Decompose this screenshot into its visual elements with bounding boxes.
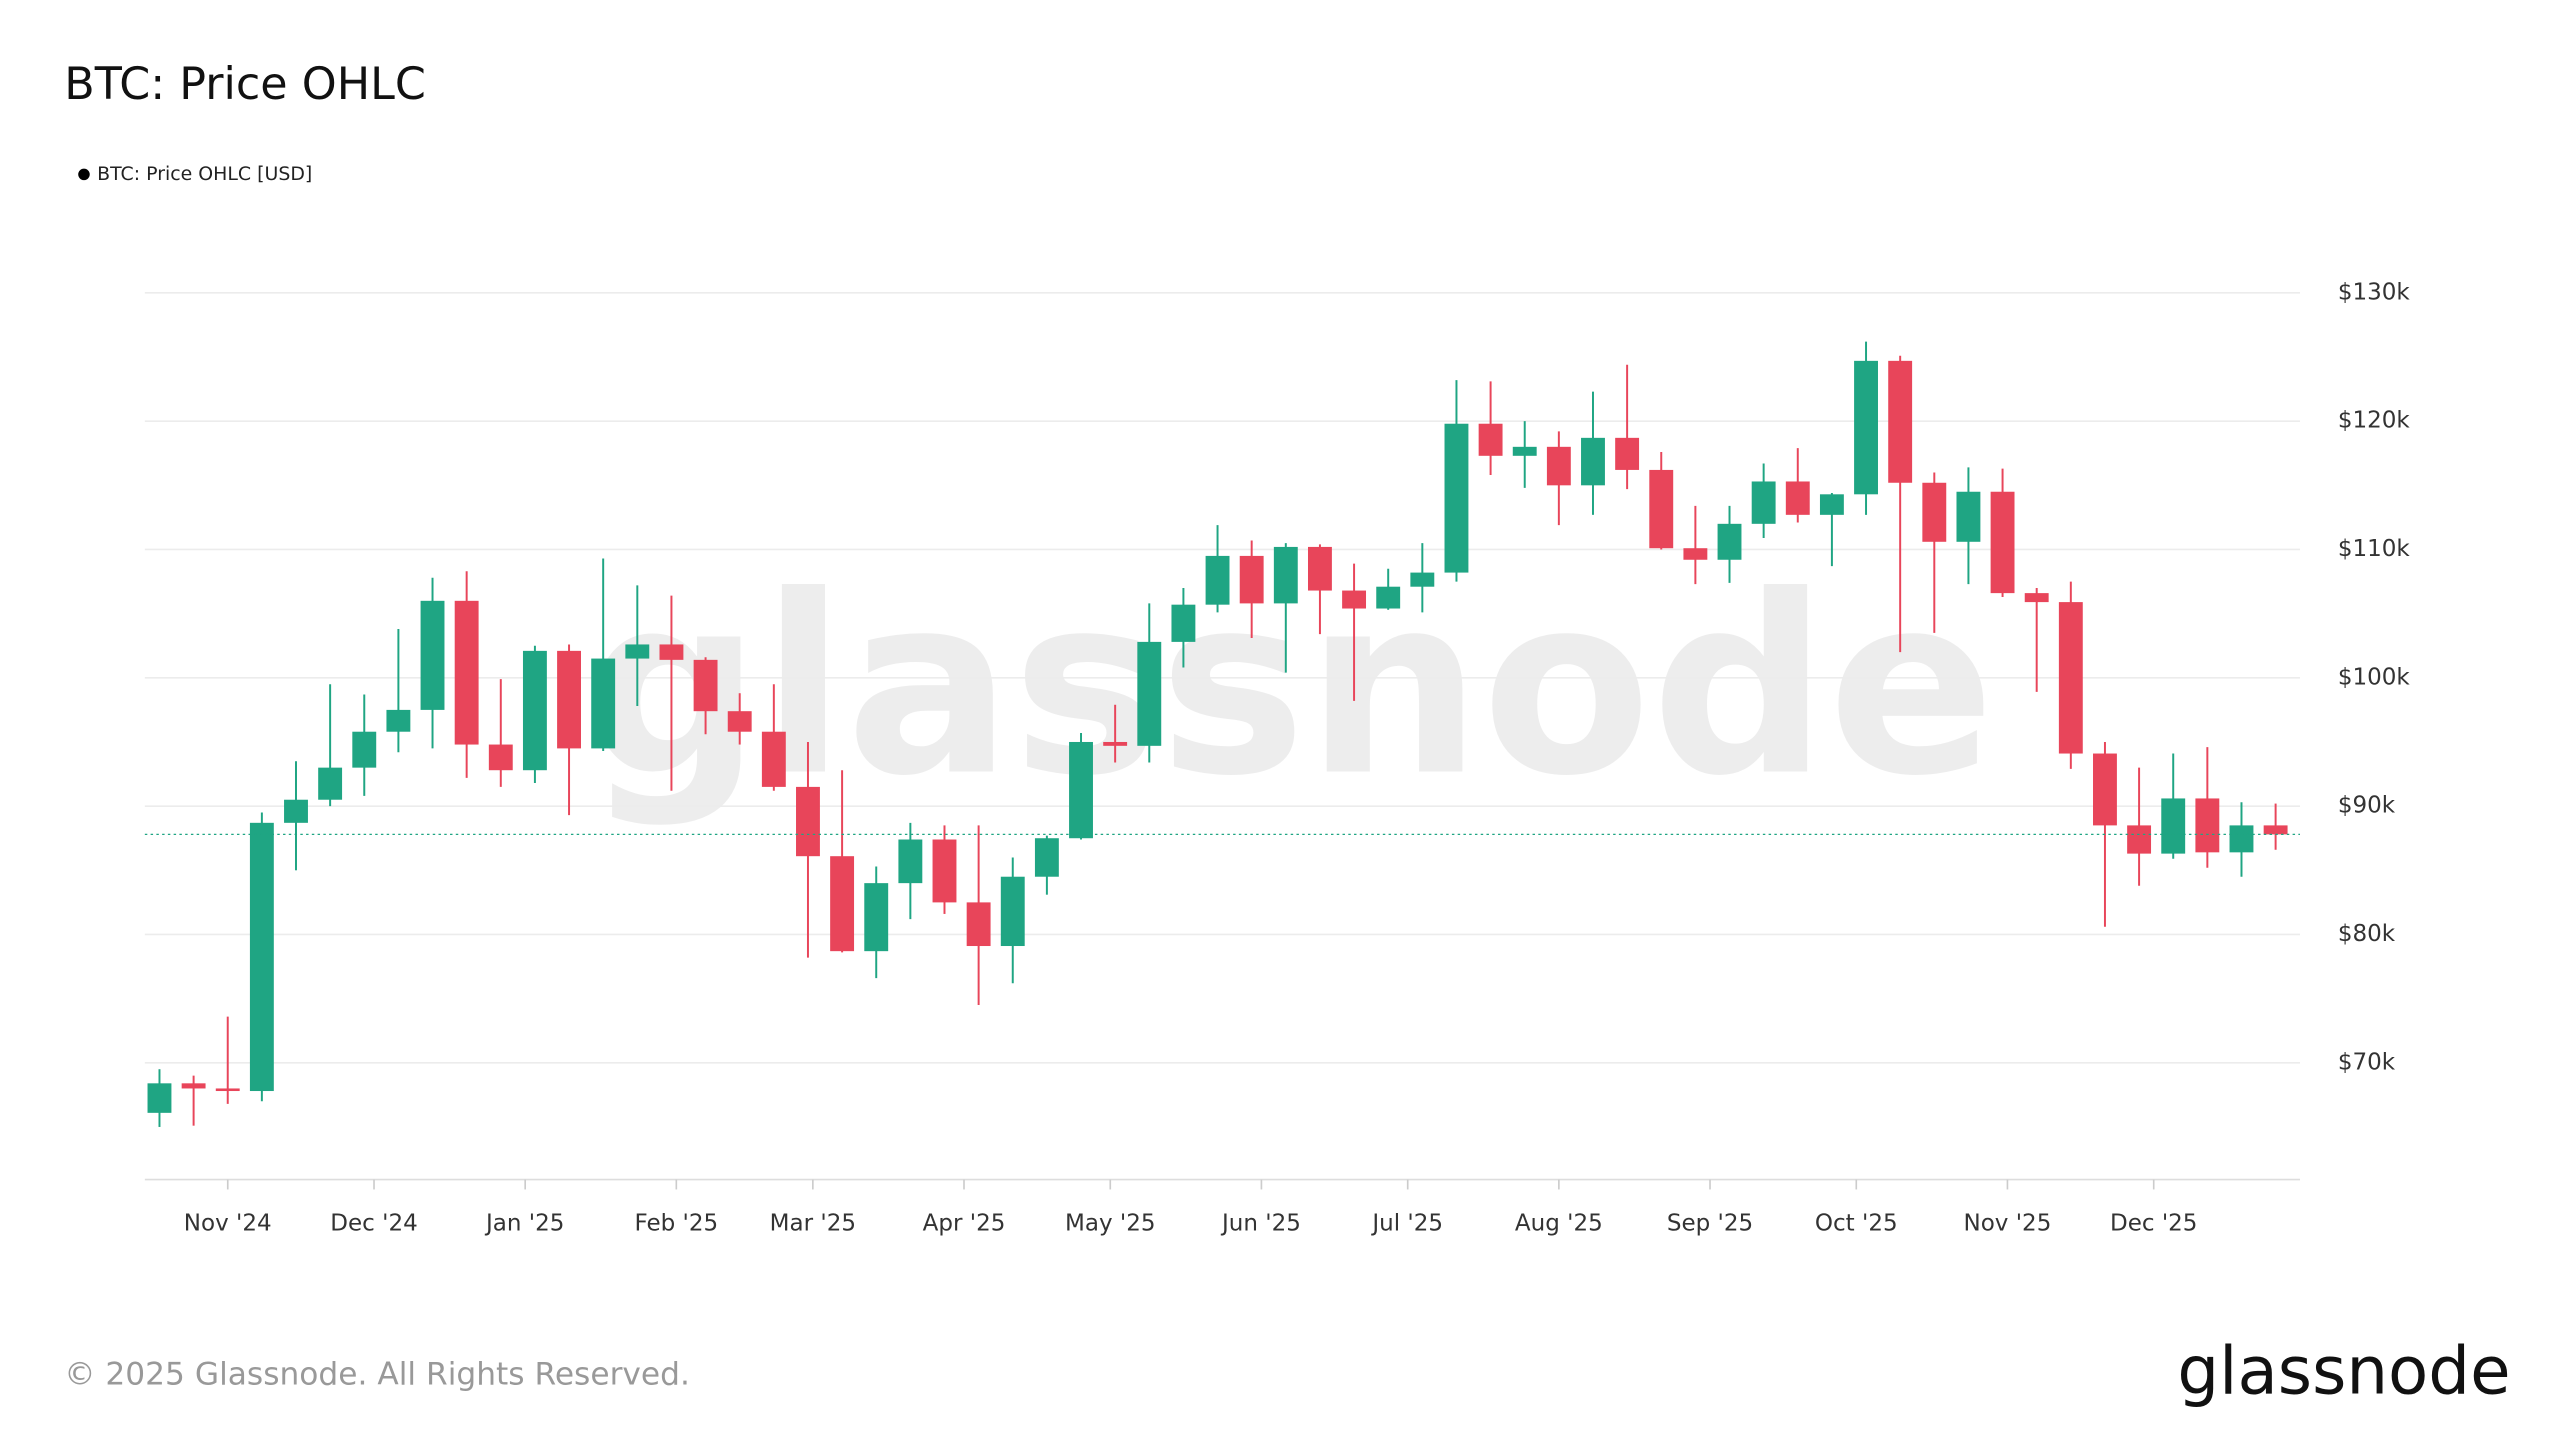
candle-body: [2058, 602, 2083, 754]
candle-body: [625, 644, 650, 659]
candle-body: [1922, 482, 1947, 542]
candle-body: [1205, 555, 1230, 605]
x-tick-label: Apr '25: [923, 1210, 1006, 1236]
x-tick-label: Jul '25: [1370, 1210, 1443, 1236]
x-tick-label: Mar '25: [770, 1210, 856, 1236]
candle-body: [796, 786, 820, 857]
candle-body: [1376, 586, 1401, 609]
x-tick-label: Jan '25: [484, 1210, 564, 1236]
candle-body: [2195, 798, 2220, 853]
candle-body: [1512, 446, 1537, 456]
candle-body: [249, 822, 274, 1092]
candle-body: [181, 1083, 206, 1089]
legend-label: BTC: Price OHLC [USD]: [97, 163, 312, 185]
candle-body: [1751, 481, 1776, 524]
x-tick-label: Jun '25: [1220, 1210, 1301, 1236]
candle-body: [386, 709, 411, 732]
candle-body: [522, 650, 547, 771]
candle-body: [727, 711, 752, 732]
x-tick-label: Feb '25: [634, 1210, 718, 1236]
candle-body: [1103, 741, 1128, 746]
candle-body: [1137, 641, 1162, 746]
x-tick-label: Sep '25: [1667, 1210, 1753, 1236]
candle-body: [1069, 741, 1093, 839]
candle-body: [1615, 437, 1640, 470]
candle-body: [898, 839, 923, 884]
x-tick-label: May '25: [1065, 1210, 1156, 1236]
candle-body: [659, 644, 684, 660]
candle-body: [1034, 838, 1059, 877]
x-tick-label: Aug '25: [1515, 1210, 1603, 1236]
candle-body: [1273, 546, 1298, 604]
candle-body: [966, 902, 991, 947]
candle-body: [1444, 423, 1469, 573]
candle-body: [2229, 825, 2254, 853]
candle-body: [147, 1083, 172, 1113]
x-tick-label: Nov '25: [1964, 1210, 2052, 1236]
candle-body: [284, 799, 308, 823]
candle-body: [1342, 590, 1367, 609]
candle-body: [1478, 423, 1503, 456]
candle-body: [761, 731, 786, 787]
candle-body: [1683, 548, 1708, 560]
candle-body: [2161, 798, 2186, 854]
candle-body: [1307, 546, 1332, 591]
candle-body: [2024, 593, 2049, 603]
candle-body: [1717, 523, 1742, 560]
legend-marker: [78, 168, 90, 181]
candle-body: [1990, 491, 2015, 594]
candle-body: [1546, 446, 1571, 486]
copyright: © 2025 Glassnode. All Rights Reserved.: [64, 1356, 690, 1392]
candle-body: [864, 883, 889, 952]
candle-body: [2263, 825, 2288, 835]
candle-body: [2127, 825, 2152, 854]
candle-body: [932, 839, 957, 903]
candle-body: [1171, 604, 1196, 642]
y-tick-label: $70k: [2338, 1049, 2396, 1075]
candle-body: [591, 658, 616, 749]
logo: glassnode: [2177, 1332, 2510, 1409]
candle-body: [1410, 572, 1435, 587]
y-tick-label: $80k: [2338, 921, 2396, 947]
x-tick-label: Dec '24: [330, 1210, 417, 1236]
candle-body: [1819, 494, 1844, 515]
candle-body: [830, 856, 855, 952]
y-tick-label: $100k: [2338, 664, 2411, 690]
candle-body: [420, 600, 445, 710]
candle-body: [454, 600, 479, 745]
y-tick-label: $120k: [2338, 408, 2411, 434]
candle-body: [1956, 491, 1981, 542]
candle-body: [1888, 360, 1913, 483]
y-tick-label: $90k: [2338, 793, 2396, 819]
candle-body: [1854, 360, 1878, 495]
candle-body: [1581, 437, 1605, 486]
candle-body: [352, 731, 377, 768]
chart-title: BTC: Price OHLC: [64, 59, 426, 110]
candle-body: [318, 767, 343, 800]
candle-body: [2093, 753, 2117, 826]
x-tick-label: Oct '25: [1815, 1210, 1898, 1236]
candle-body: [215, 1088, 240, 1092]
x-tick-label: Dec '25: [2110, 1210, 2197, 1236]
x-tick-label: Nov '24: [184, 1210, 272, 1236]
candle-body: [693, 659, 718, 712]
y-tick-label: $130k: [2338, 279, 2411, 305]
candle-body: [488, 744, 513, 771]
candle-body: [1785, 481, 1810, 515]
candle-body: [1239, 555, 1264, 604]
candle-body: [1649, 469, 1674, 549]
candle-body: [557, 650, 581, 749]
y-tick-label: $110k: [2338, 536, 2411, 562]
plot-area: $70k $80k $90k $100k $110k $120k $130k Nov '24 D…: [144, 279, 2411, 1236]
candle-body: [1000, 876, 1025, 947]
